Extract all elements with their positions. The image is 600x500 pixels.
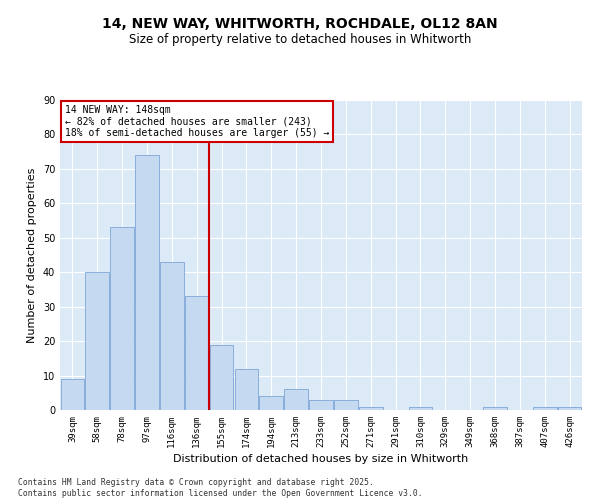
- Bar: [409, 406, 432, 410]
- Bar: [235, 368, 258, 410]
- X-axis label: Distribution of detached houses by size in Whitworth: Distribution of detached houses by size …: [173, 454, 469, 464]
- Bar: [185, 296, 209, 410]
- Bar: [533, 406, 557, 410]
- Bar: [135, 155, 159, 410]
- Bar: [359, 406, 383, 410]
- Bar: [558, 406, 581, 410]
- Text: Contains HM Land Registry data © Crown copyright and database right 2025.
Contai: Contains HM Land Registry data © Crown c…: [18, 478, 422, 498]
- Bar: [334, 400, 358, 410]
- Bar: [85, 272, 109, 410]
- Bar: [110, 228, 134, 410]
- Bar: [160, 262, 184, 410]
- Bar: [259, 396, 283, 410]
- Text: Size of property relative to detached houses in Whitworth: Size of property relative to detached ho…: [129, 32, 471, 46]
- Text: 14 NEW WAY: 148sqm
← 82% of detached houses are smaller (243)
18% of semi-detach: 14 NEW WAY: 148sqm ← 82% of detached hou…: [65, 104, 329, 138]
- Text: 14, NEW WAY, WHITWORTH, ROCHDALE, OL12 8AN: 14, NEW WAY, WHITWORTH, ROCHDALE, OL12 8…: [102, 18, 498, 32]
- Y-axis label: Number of detached properties: Number of detached properties: [27, 168, 37, 342]
- Bar: [483, 406, 507, 410]
- Bar: [61, 379, 84, 410]
- Bar: [284, 390, 308, 410]
- Bar: [309, 400, 333, 410]
- Bar: [210, 344, 233, 410]
